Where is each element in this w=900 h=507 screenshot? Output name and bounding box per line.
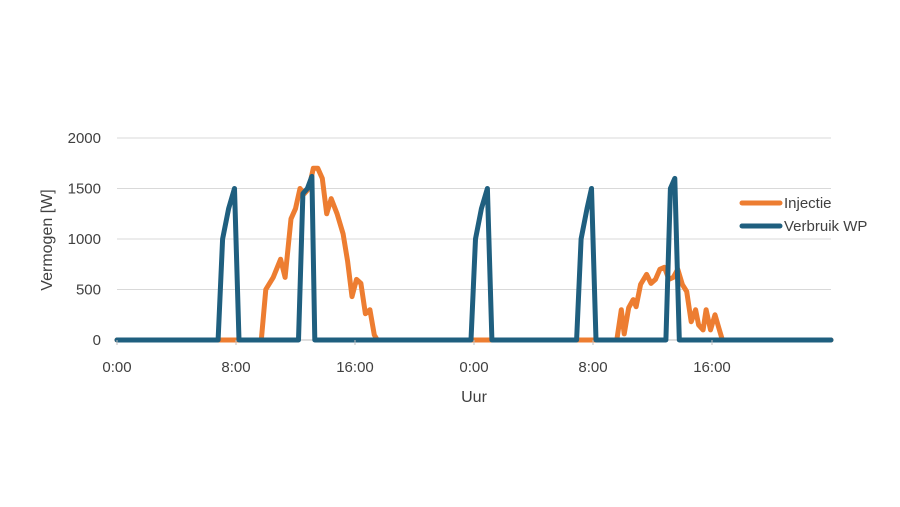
y-tick-label: 1000 [68,231,101,248]
y-tick-label: 500 [76,282,101,299]
y-tick-label: 0 [93,332,101,349]
x-axis-ticks: 0:00 8:00 16:00 0:00 8:00 16:00 [102,340,731,376]
plot-series [114,165,834,343]
y-axis-label: Vermogen [W] [39,189,56,290]
y-axis-ticks: 0 500 1000 1500 2000 [68,130,101,349]
x-tick-label: 16:00 [336,359,374,376]
x-axis-label: Uur [461,389,487,406]
legend-label: Injectie [784,195,832,212]
x-tick-label: 8:00 [578,359,607,376]
legend-label: Verbruik WP [784,218,867,235]
y-tick-label: 2000 [68,130,101,147]
x-tick-label: 16:00 [693,359,731,376]
x-tick-label: 8:00 [221,359,250,376]
y-tick-label: 1500 [68,181,101,198]
x-tick-label: 0:00 [102,359,131,376]
x-tick-label: 0:00 [459,359,488,376]
series-line-verbruik-wp [114,173,834,343]
legend: Injectie Verbruik WP [739,195,867,235]
